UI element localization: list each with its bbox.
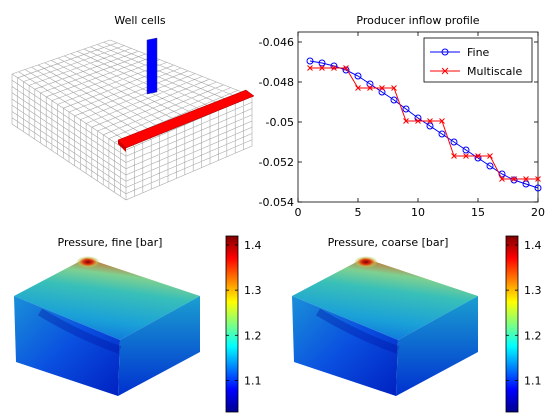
- data-point: [391, 85, 397, 91]
- data-point: [342, 66, 350, 74]
- data-point: [511, 176, 517, 182]
- colorbar-tick-label: 1.4: [244, 239, 262, 252]
- colorbar-tick-label: 1.4: [524, 239, 542, 252]
- data-point: [355, 85, 361, 91]
- pressure-fine-panel: Pressure, fine [bar] 1.4 1.3 1.2 1.1: [14, 235, 262, 413]
- inflow-x-tick-label: 15: [471, 206, 485, 219]
- data-point: [487, 153, 493, 159]
- inflow-x-tick-label: 5: [355, 206, 362, 219]
- legend-fine-marker: [441, 48, 449, 56]
- reservoir-grid: [11, 39, 253, 201]
- data-point: [367, 85, 373, 91]
- data-point: [354, 72, 362, 80]
- inflow-y-tick-label: -0.046: [259, 36, 294, 49]
- data-point: [427, 118, 433, 124]
- series-line-1: [310, 67, 538, 180]
- data-point: [475, 153, 481, 159]
- inflow-y-tick-label: -0.048: [259, 76, 294, 89]
- pressure-coarse-panel: Pressure, coarse [bar] 1.4 1.3 1.2 1.1: [292, 235, 542, 413]
- inflow-panel: Producer inflow profile 0 5 10 15 20 -0.046 -0…: [259, 14, 545, 219]
- colorbar-tick-label: 1.3: [524, 284, 542, 297]
- inflow-y-tick-label: -0.054: [259, 196, 294, 209]
- pressure-fine-title: Pressure, fine [bar]: [58, 236, 163, 249]
- pressure-fine-block: [14, 256, 200, 396]
- colorbar-tick-label: 1.1: [524, 374, 542, 387]
- producer-well-cells: [117, 89, 255, 149]
- pressure-coarse-colorbar-ticks: 1.4 1.3 1.2 1.1: [506, 239, 542, 387]
- inflow-x-tick-label: 10: [411, 206, 425, 219]
- inflow-ticks: 0 5 10 15 20 -0.046 -0.048 -0.05 -0.052 -0.054: [259, 32, 545, 219]
- inflow-y-tick-label: -0.052: [259, 156, 294, 169]
- data-point: [378, 88, 386, 96]
- colorbar-tick-label: 1.2: [244, 329, 262, 342]
- data-point: [331, 65, 337, 71]
- inflow-series: [306, 57, 542, 192]
- data-point: [451, 153, 457, 159]
- data-point: [439, 118, 445, 124]
- data-point: [534, 184, 542, 192]
- data-point: [343, 65, 349, 71]
- data-point: [390, 96, 398, 104]
- inflow-x-tick-label: 0: [295, 206, 302, 219]
- inflow-legend: Fine Multiscale: [423, 37, 533, 83]
- colorbar-tick-label: 1.2: [524, 329, 542, 342]
- data-point: [402, 105, 410, 113]
- well-cells-title: Well cells: [114, 14, 166, 27]
- data-point: [307, 65, 313, 71]
- data-point: [486, 162, 494, 170]
- data-point: [499, 176, 505, 182]
- data-point: [523, 176, 529, 182]
- pressure-coarse-block: [292, 256, 478, 396]
- legend-multiscale-marker: [441, 67, 449, 75]
- inflow-title: Producer inflow profile: [356, 14, 479, 27]
- inflow-x-tick-label: 20: [531, 206, 545, 219]
- data-point: [535, 176, 541, 182]
- colorbar-tick-label: 1.3: [244, 284, 262, 297]
- pressure-coarse-title: Pressure, coarse [bar]: [328, 236, 449, 249]
- producer-well-cells-front: [118, 140, 126, 152]
- colorbar-tick-label: 1.1: [244, 374, 262, 387]
- pressure-fine-colorbar-ticks: 1.4 1.3 1.2 1.1: [226, 239, 262, 387]
- data-point: [366, 80, 374, 88]
- data-point: [306, 57, 314, 65]
- injector-well-cells: [146, 37, 158, 95]
- data-point: [462, 146, 470, 154]
- pressure-fine-colorbar: [225, 235, 239, 413]
- data-point: [319, 65, 325, 71]
- data-point: [426, 122, 434, 130]
- data-point: [403, 118, 409, 124]
- data-point: [450, 138, 458, 146]
- inflow-y-tick-label: -0.05: [266, 116, 294, 129]
- data-point: [438, 130, 446, 138]
- pressure-coarse-colorbar: [505, 235, 519, 413]
- data-point: [318, 59, 326, 67]
- data-point: [463, 153, 469, 159]
- data-point: [510, 176, 518, 184]
- legend-fine-label: Fine: [467, 46, 490, 59]
- data-point: [522, 180, 530, 188]
- legend-multiscale-label: Multiscale: [467, 65, 522, 78]
- data-point: [474, 154, 482, 162]
- data-point: [379, 85, 385, 91]
- data-point: [330, 62, 338, 70]
- well-cells-panel: Well cells: [11, 14, 255, 201]
- data-point: [415, 118, 421, 124]
